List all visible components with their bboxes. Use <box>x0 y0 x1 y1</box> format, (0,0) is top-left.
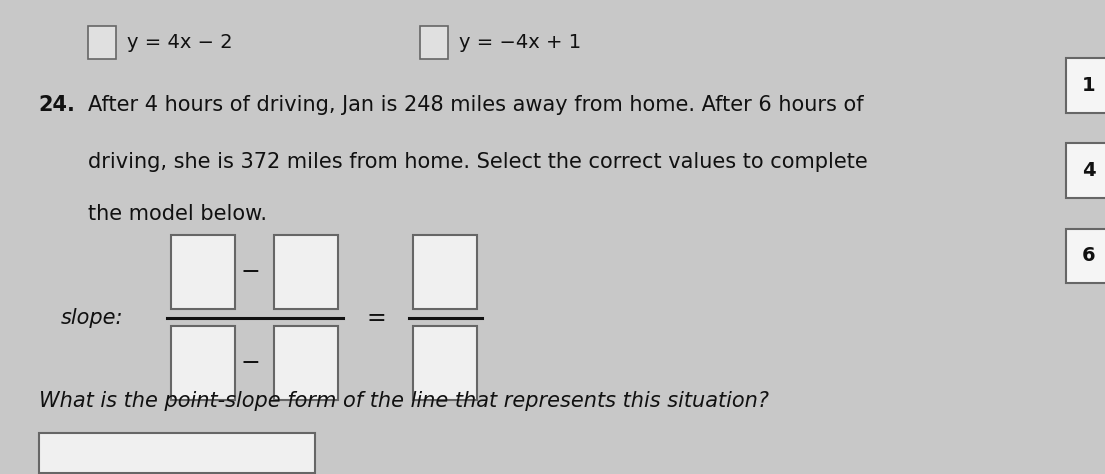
Text: −: − <box>241 351 261 375</box>
Text: y = 4x − 2: y = 4x − 2 <box>127 33 233 52</box>
FancyBboxPatch shape <box>88 26 116 59</box>
FancyBboxPatch shape <box>39 432 315 473</box>
Text: After 4 hours of driving, Jan is 248 miles away from home. After 6 hours of: After 4 hours of driving, Jan is 248 mil… <box>88 95 864 115</box>
Text: 6: 6 <box>1082 246 1096 265</box>
Text: 4: 4 <box>1082 161 1096 180</box>
Text: slope:: slope: <box>61 308 124 328</box>
FancyBboxPatch shape <box>171 235 235 309</box>
Text: driving, she is 372 miles from home. Select the correct values to complete: driving, she is 372 miles from home. Sel… <box>88 152 869 172</box>
Text: =: = <box>367 306 387 329</box>
FancyBboxPatch shape <box>274 235 338 309</box>
Text: What is the point-slope form of the line that represents this situation?: What is the point-slope form of the line… <box>39 391 769 411</box>
Text: y = −4x + 1: y = −4x + 1 <box>459 33 581 52</box>
Text: 24.: 24. <box>39 95 75 115</box>
FancyBboxPatch shape <box>1066 143 1105 198</box>
FancyBboxPatch shape <box>420 26 448 59</box>
FancyBboxPatch shape <box>1066 228 1105 283</box>
FancyBboxPatch shape <box>274 327 338 400</box>
FancyBboxPatch shape <box>1066 58 1105 113</box>
FancyBboxPatch shape <box>171 327 235 400</box>
Text: 1: 1 <box>1082 76 1096 95</box>
Text: −: − <box>241 260 261 284</box>
FancyBboxPatch shape <box>413 235 477 309</box>
Text: the model below.: the model below. <box>88 204 267 224</box>
FancyBboxPatch shape <box>413 327 477 400</box>
